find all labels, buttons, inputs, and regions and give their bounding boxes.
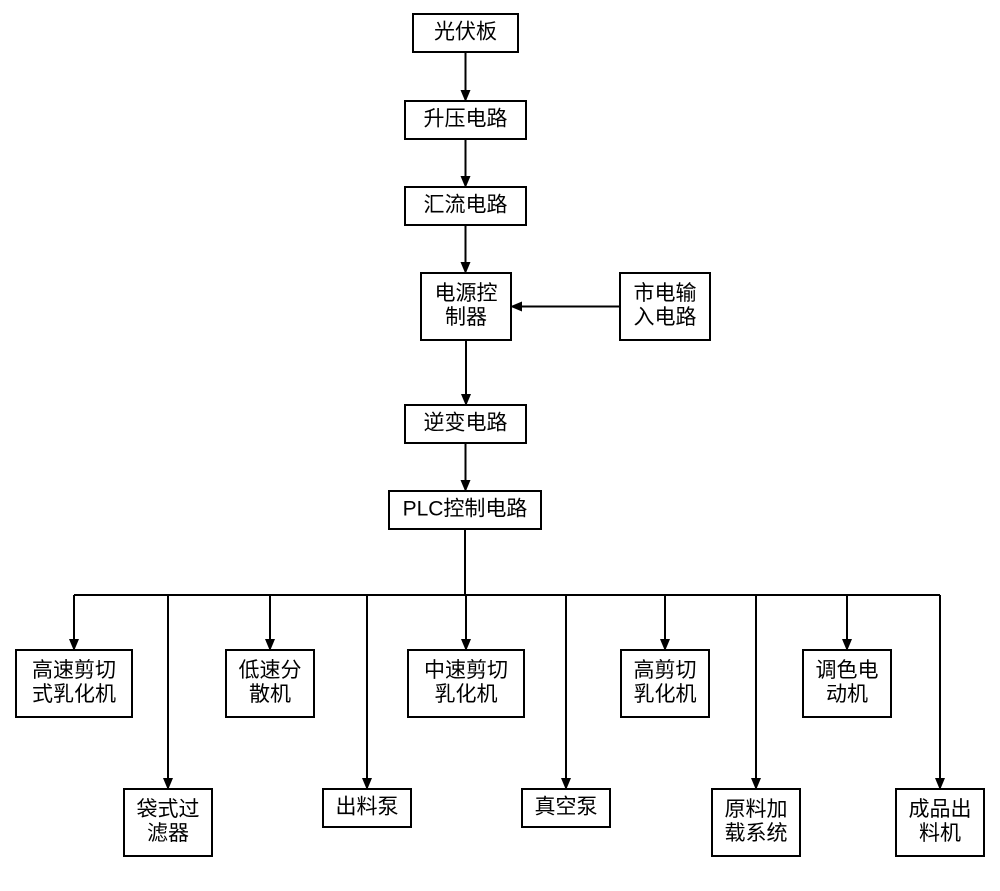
node-label: 滤器 — [147, 822, 189, 845]
node-label: 出料泵 — [336, 796, 399, 819]
node-label: 式乳化机 — [32, 683, 116, 706]
node-label: 乳化机 — [634, 683, 697, 706]
node-label: 高速剪切 — [32, 659, 116, 682]
node-label: 动机 — [826, 683, 868, 706]
node-label: 逆变电路 — [424, 412, 508, 435]
node-label: 电源控 — [435, 282, 498, 305]
node-n6: 逆变电路 — [405, 405, 526, 443]
node-label: 高剪切 — [634, 659, 697, 682]
node-label: 载系统 — [725, 822, 788, 845]
node-label: 汇流电路 — [424, 194, 508, 217]
node-label: 入电路 — [634, 306, 697, 329]
node-label: 低速分 — [239, 659, 302, 682]
node-n14: 出料泵 — [323, 789, 411, 827]
node-n9: 低速分散机 — [226, 650, 314, 717]
node-n11: 高剪切乳化机 — [621, 650, 709, 717]
node-n10: 中速剪切乳化机 — [408, 650, 524, 717]
node-n1: 光伏板 — [413, 14, 518, 52]
node-label: 成品出 — [909, 798, 972, 821]
node-n7: PLC控制电路 — [389, 491, 541, 529]
node-n15: 真空泵 — [522, 789, 610, 827]
node-label: 料机 — [919, 822, 961, 845]
node-n13: 袋式过滤器 — [124, 789, 212, 856]
node-label: 市电输 — [634, 282, 697, 305]
node-n2: 升压电路 — [405, 101, 526, 139]
node-label: 原料加 — [725, 798, 788, 821]
node-label: 制器 — [445, 306, 487, 329]
node-label: 升压电路 — [424, 108, 508, 131]
node-n5: 市电输入电路 — [620, 273, 710, 340]
node-n16: 原料加载系统 — [712, 789, 800, 856]
node-n8: 高速剪切式乳化机 — [16, 650, 132, 717]
node-label: 真空泵 — [535, 796, 598, 819]
node-label: 中速剪切 — [424, 659, 508, 682]
node-label: PLC控制电路 — [403, 498, 528, 521]
node-n3: 汇流电路 — [405, 187, 526, 225]
node-label: 光伏板 — [434, 21, 497, 44]
node-n12: 调色电动机 — [803, 650, 891, 717]
node-n4: 电源控制器 — [421, 273, 511, 340]
node-label: 乳化机 — [435, 683, 498, 706]
node-n17: 成品出料机 — [896, 789, 984, 856]
node-label: 调色电 — [816, 659, 879, 682]
node-label: 袋式过 — [137, 798, 200, 821]
node-label: 散机 — [249, 683, 291, 706]
